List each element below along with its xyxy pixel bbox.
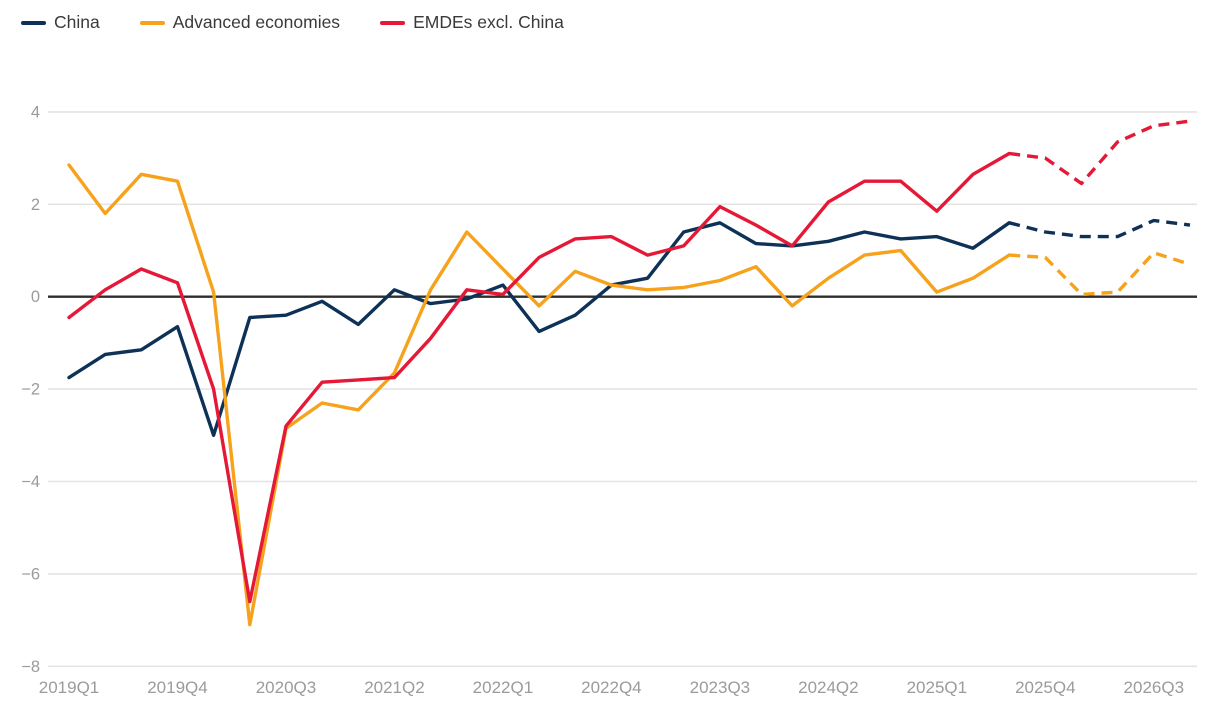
y-axis-tick-label: 2 (31, 196, 40, 214)
x-axis-tick-label: 2021Q2 (364, 678, 425, 697)
series-line-advanced-economies (67, 163, 1011, 627)
x-axis-tick-label: 2025Q4 (1015, 678, 1076, 697)
legend-item-china: China (21, 12, 100, 33)
series-line-advanced-economies-forecast (1009, 251, 1191, 297)
legend-swatch-emdes-excl-china-icon (380, 20, 406, 25)
legend-label-advanced-economies: Advanced economies (172, 12, 341, 32)
series-line-emdes-excl-china-forecast (1008, 119, 1191, 186)
y-axis-tick-label: −2 (21, 381, 40, 399)
x-axis-tick-label: 2023Q3 (690, 678, 751, 697)
x-axis-tick-label: 2025Q1 (907, 678, 968, 697)
x-axis-tick-label: 2019Q4 (147, 678, 208, 697)
y-axis-tick-label: −4 (21, 473, 40, 491)
x-axis-tick-label: 2024Q2 (798, 678, 859, 697)
x-axis-tick-label: 2022Q4 (581, 678, 642, 697)
x-axis-tick-label: 2026Q3 (1124, 678, 1185, 697)
y-axis-tick-label: −8 (21, 658, 40, 676)
legend-swatch-china-icon (21, 20, 46, 25)
x-axis-tick-label: 2022Q1 (473, 678, 534, 697)
legend-item-emdes-excl-china: EMDEs excl. China (380, 12, 564, 33)
y-axis-tick-label: 0 (31, 288, 40, 306)
x-axis-tick-label: 2020Q3 (256, 678, 317, 697)
legend-swatch-advanced-economies-icon (139, 20, 165, 25)
y-axis-tick-label: 4 (31, 103, 40, 121)
legend-label-emdes-excl-china: EMDEs excl. China (413, 12, 564, 32)
legend-item-advanced-economies: Advanced economies (139, 12, 341, 33)
x-axis-tick-label: 2019Q1 (39, 678, 100, 697)
y-axis-tick-label: −6 (21, 565, 40, 583)
legend: China Advanced economies EMDEs excl. Chi… (21, 12, 564, 33)
series-line-china-forecast (1008, 218, 1191, 239)
legend-label-china: China (54, 12, 100, 32)
series-line-emdes-excl-china (67, 151, 1011, 604)
